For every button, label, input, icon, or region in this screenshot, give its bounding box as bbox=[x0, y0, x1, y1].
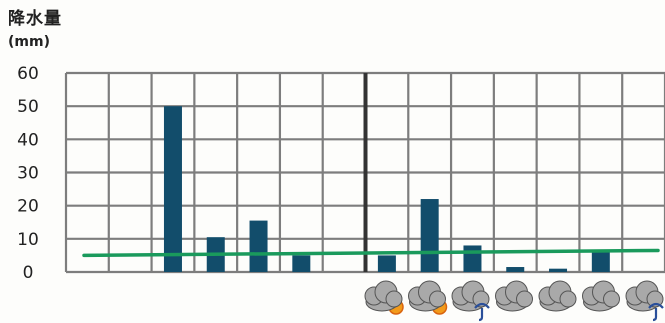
cloud-sun-icon bbox=[364, 280, 404, 315]
y-tick-label: 20 bbox=[17, 197, 39, 217]
y-tick-label: 30 bbox=[17, 164, 39, 184]
cloud-umbrella-icon bbox=[625, 280, 664, 322]
precipitation-bar bbox=[506, 267, 525, 272]
precipitation-bar bbox=[249, 220, 268, 272]
y-axis-unit: (mm) bbox=[8, 34, 50, 50]
precipitation-bar bbox=[591, 250, 610, 272]
y-tick-label: 50 bbox=[17, 97, 39, 117]
precipitation-bar bbox=[463, 245, 482, 272]
precipitation-bar bbox=[377, 255, 396, 272]
cloud-icon bbox=[495, 280, 533, 312]
cloud-sun-icon bbox=[408, 280, 448, 315]
cloud-icon bbox=[538, 280, 577, 312]
precipitation-bar bbox=[292, 255, 311, 272]
y-tick-label: 10 bbox=[17, 230, 39, 250]
precipitation-bar bbox=[163, 106, 182, 273]
cloud-umbrella-icon bbox=[451, 280, 490, 322]
y-tick-label: 60 bbox=[17, 64, 39, 84]
y-tick-label: 40 bbox=[17, 130, 39, 150]
precipitation-bar bbox=[549, 268, 568, 272]
cloud-icon bbox=[582, 280, 620, 312]
reference-line bbox=[82, 248, 660, 258]
precipitation-bar bbox=[420, 199, 439, 272]
y-tick-label: 0 bbox=[23, 263, 34, 283]
y-axis-label: 降水量 bbox=[8, 9, 62, 29]
